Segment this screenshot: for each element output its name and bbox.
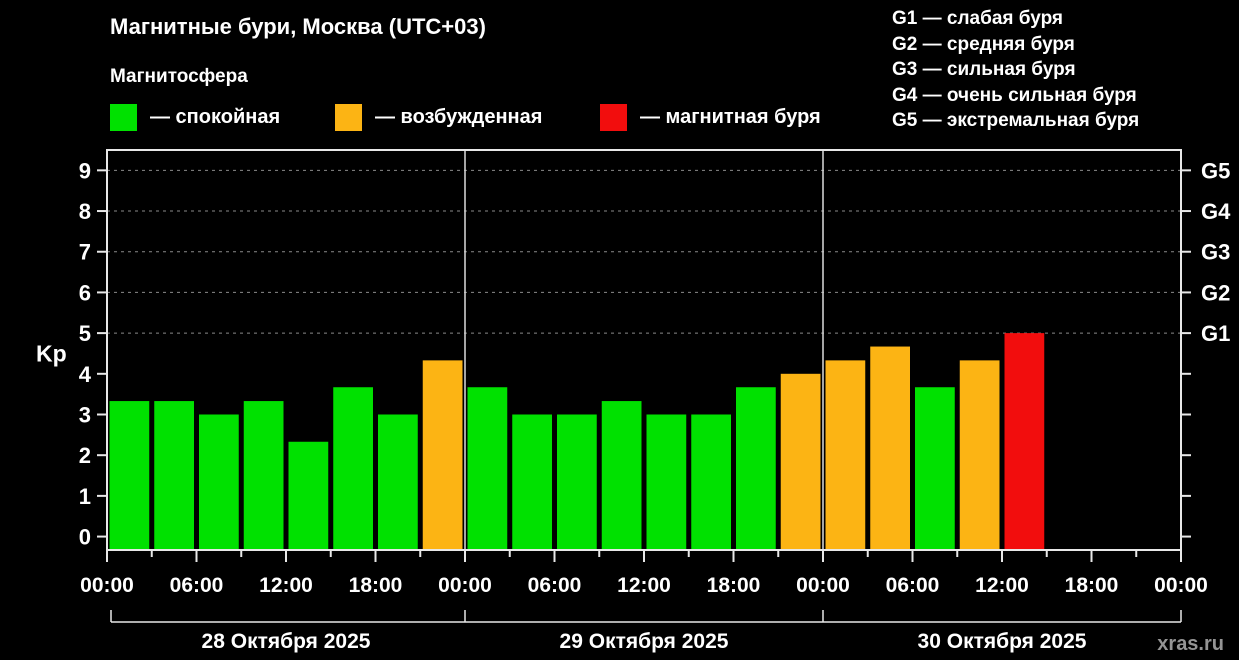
- x-time-label: 00:00: [796, 574, 850, 597]
- kp-bar: [736, 387, 776, 550]
- x-time-label: 06:00: [528, 574, 582, 597]
- kp-bar: [870, 346, 910, 550]
- kp-bar: [825, 360, 866, 550]
- right-axis-label: G2: [1201, 280, 1230, 305]
- kp-bar: [959, 360, 1000, 550]
- watermark: xras.ru: [1157, 633, 1224, 655]
- page-title: Магнитные бури, Москва (UTC+03): [110, 14, 486, 39]
- right-axis-label: G3: [1201, 240, 1230, 265]
- x-time-label: 00:00: [80, 574, 134, 597]
- kp-bar: [691, 414, 731, 550]
- right-axis-label: G4: [1201, 199, 1231, 224]
- kp-bar: [154, 401, 194, 550]
- legend-label-excited: — возбужденная: [375, 106, 543, 128]
- kp-bar: [333, 387, 373, 550]
- x-time-label: 06:00: [886, 574, 940, 597]
- storm-scale-g2: G2 — средняя буря: [892, 33, 1075, 55]
- kp-bar: [646, 414, 687, 550]
- legend-item-storm: — магнитная буря: [600, 104, 821, 131]
- right-axis-label: G1: [1201, 321, 1230, 346]
- x-time-label: 12:00: [617, 574, 671, 597]
- date-label: 28 Октября 2025: [202, 630, 371, 653]
- kp-bar: [378, 414, 418, 550]
- x-time-label: 18:00: [1065, 574, 1119, 597]
- y-tick-label: 5: [79, 321, 91, 346]
- kp-bar: [512, 414, 552, 550]
- kp-bar: [422, 360, 463, 550]
- excited-color-swatch: [335, 104, 362, 131]
- legend-label-storm: — магнитная буря: [640, 106, 821, 128]
- kp-bar: [109, 401, 150, 550]
- y-tick-label: 3: [79, 402, 91, 427]
- date-label: 29 Октября 2025: [560, 630, 729, 653]
- kp-bar: [1004, 333, 1045, 550]
- y-tick-label: 2: [79, 443, 91, 468]
- y-tick-label: 6: [79, 280, 91, 305]
- legend-item-quiet: — спокойная: [110, 104, 280, 131]
- storm-scale-g1: G1 — слабая буря: [892, 8, 1064, 29]
- storm-scale-g3: G3 — сильная буря: [892, 59, 1076, 81]
- y-tick-label: 7: [79, 240, 91, 265]
- x-time-label: 00:00: [1154, 574, 1208, 597]
- kp-bar: [288, 441, 329, 550]
- storm-scale-g4: G4 — очень сильная буря: [892, 84, 1137, 106]
- kp-bar: [243, 401, 284, 550]
- kp-bar: [557, 414, 597, 550]
- x-time-label: 00:00: [438, 574, 492, 597]
- page-subtitle: Магнитосфера: [110, 66, 248, 87]
- kp-bar: [467, 387, 508, 550]
- x-time-label: 18:00: [349, 574, 403, 597]
- x-time-label: 18:00: [707, 574, 761, 597]
- x-time-label: 12:00: [975, 574, 1029, 597]
- kp-bar: [915, 387, 955, 550]
- kp-bar: [199, 414, 239, 550]
- kp-bar: [780, 373, 821, 550]
- storm-color-swatch: [600, 104, 627, 131]
- storm-scale-legend: G1 — слабая буря G2 — средняя буря G3 — …: [892, 6, 1139, 134]
- quiet-color-swatch: [110, 104, 137, 131]
- date-label: 30 Октября 2025: [918, 630, 1087, 653]
- y-tick-label: 0: [79, 525, 91, 550]
- kp-bar: [601, 401, 642, 550]
- right-axis-label: G5: [1201, 158, 1230, 183]
- y-tick-label: 4: [79, 362, 92, 387]
- x-time-label: 06:00: [170, 574, 224, 597]
- legend-item-excited: — возбужденная: [335, 104, 542, 131]
- y-tick-label: 8: [79, 199, 91, 224]
- legend-label-quiet: — спокойная: [150, 106, 281, 128]
- x-time-label: 12:00: [259, 574, 313, 597]
- y-tick-label: 9: [79, 158, 91, 183]
- y-tick-label: 1: [79, 484, 91, 509]
- y-axis-title: Kp: [36, 340, 67, 366]
- storm-scale-g5: G5 — экстремальная буря: [892, 110, 1140, 132]
